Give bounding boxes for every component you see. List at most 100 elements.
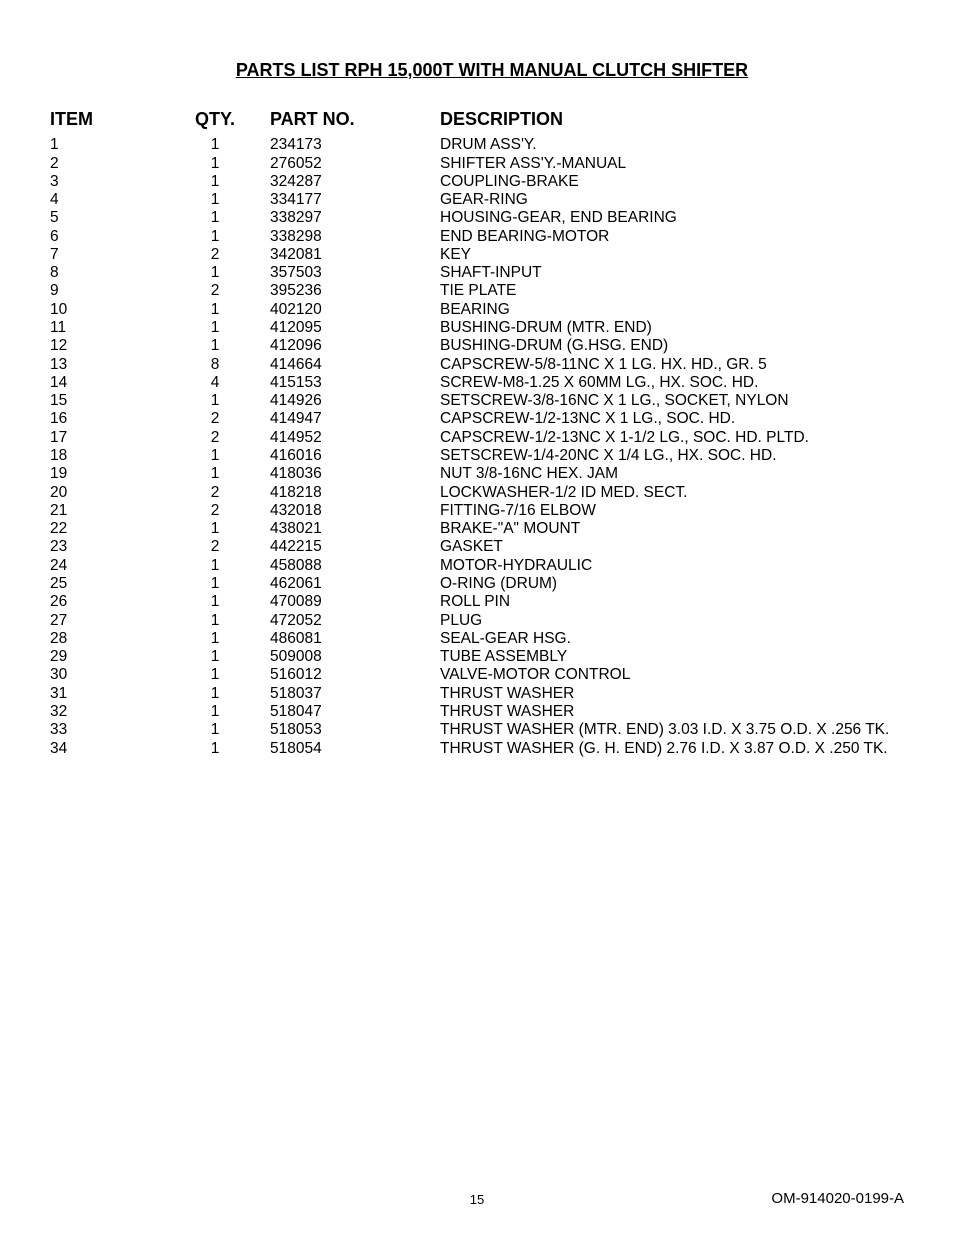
table-row: 21276052SHIFTER ASS'Y.-MANUAL [50, 155, 934, 173]
cell-desc: SHIFTER ASS'Y.-MANUAL [440, 155, 934, 173]
cell-item: 22 [50, 520, 160, 538]
table-row: 181416016SETSCREW-1/4-20NC X 1/4 LG., HX… [50, 447, 934, 465]
cell-qty: 1 [160, 630, 270, 648]
cell-part: 470089 [270, 593, 440, 611]
cell-item: 18 [50, 447, 160, 465]
cell-part: 357503 [270, 264, 440, 282]
cell-qty: 2 [160, 246, 270, 264]
table-row: 31324287COUPLING-BRAKE [50, 173, 934, 191]
cell-part: 414664 [270, 356, 440, 374]
cell-desc: KEY [440, 246, 934, 264]
cell-item: 3 [50, 173, 160, 191]
cell-desc: SEAL-GEAR HSG. [440, 630, 934, 648]
cell-part: 486081 [270, 630, 440, 648]
cell-part: 395236 [270, 282, 440, 300]
cell-desc: END BEARING-MOTOR [440, 228, 934, 246]
cell-desc: LOCKWASHER-1/2 ID MED. SECT. [440, 484, 934, 502]
cell-qty: 2 [160, 538, 270, 556]
table-row: 162414947CAPSCREW-1/2-13NC X 1 LG., SOC.… [50, 410, 934, 428]
cell-item: 4 [50, 191, 160, 209]
cell-desc: BUSHING-DRUM (MTR. END) [440, 319, 934, 337]
cell-item: 16 [50, 410, 160, 428]
table-row: 92395236TIE PLATE [50, 282, 934, 300]
table-row: 121412096BUSHING-DRUM (G.HSG. END) [50, 337, 934, 355]
cell-item: 29 [50, 648, 160, 666]
cell-part: 338298 [270, 228, 440, 246]
cell-desc: CAPSCREW-1/2-13NC X 1-1/2 LG., SOC. HD. … [440, 429, 934, 447]
cell-part: 412095 [270, 319, 440, 337]
cell-part: 472052 [270, 612, 440, 630]
cell-part: 442215 [270, 538, 440, 556]
cell-desc: BRAKE-"A" MOUNT [440, 520, 934, 538]
table-row: 251462061O-RING (DRUM) [50, 575, 934, 593]
cell-qty: 4 [160, 374, 270, 392]
cell-desc: COUPLING-BRAKE [440, 173, 934, 191]
cell-part: 438021 [270, 520, 440, 538]
cell-desc: THRUST WASHER [440, 703, 934, 721]
cell-qty: 1 [160, 447, 270, 465]
cell-part: 518054 [270, 740, 440, 758]
cell-item: 23 [50, 538, 160, 556]
cell-qty: 2 [160, 282, 270, 300]
table-row: 138414664CAPSCREW-5/8-11NC X 1 LG. HX. H… [50, 356, 934, 374]
cell-item: 10 [50, 301, 160, 319]
cell-qty: 1 [160, 228, 270, 246]
cell-qty: 1 [160, 465, 270, 483]
cell-qty: 1 [160, 136, 270, 154]
cell-desc: BUSHING-DRUM (G.HSG. END) [440, 337, 934, 355]
table-row: 144415153SCREW-M8-1.25 X 60MM LG., HX. S… [50, 374, 934, 392]
cell-desc: THRUST WASHER (MTR. END) 3.03 I.D. X 3.7… [440, 721, 934, 739]
table-row: 331518053THRUST WASHER (MTR. END) 3.03 I… [50, 721, 934, 739]
cell-part: 432018 [270, 502, 440, 520]
table-row: 81357503SHAFT-INPUT [50, 264, 934, 282]
cell-part: 402120 [270, 301, 440, 319]
cell-qty: 1 [160, 520, 270, 538]
table-header-row: ITEM QTY. PART NO. DESCRIPTION [50, 109, 934, 130]
table-row: 111412095BUSHING-DRUM (MTR. END) [50, 319, 934, 337]
cell-desc: MOTOR-HYDRAULIC [440, 557, 934, 575]
table-row: 61338298END BEARING-MOTOR [50, 228, 934, 246]
cell-qty: 1 [160, 721, 270, 739]
page-title: PARTS LIST RPH 15,000T WITH MANUAL CLUTC… [50, 60, 934, 81]
cell-qty: 2 [160, 502, 270, 520]
cell-qty: 1 [160, 173, 270, 191]
table-row: 321518047THRUST WASHER [50, 703, 934, 721]
cell-desc: THRUST WASHER (G. H. END) 2.76 I.D. X 3.… [440, 740, 934, 758]
cell-qty: 1 [160, 703, 270, 721]
table-row: 51338297HOUSING-GEAR, END BEARING [50, 209, 934, 227]
cell-item: 27 [50, 612, 160, 630]
cell-item: 33 [50, 721, 160, 739]
cell-item: 34 [50, 740, 160, 758]
cell-desc: THRUST WASHER [440, 685, 934, 703]
cell-item: 7 [50, 246, 160, 264]
cell-item: 2 [50, 155, 160, 173]
cell-qty: 1 [160, 666, 270, 684]
cell-part: 415153 [270, 374, 440, 392]
cell-desc: CAPSCREW-1/2-13NC X 1 LG., SOC. HD. [440, 410, 934, 428]
cell-item: 9 [50, 282, 160, 300]
cell-desc: BEARING [440, 301, 934, 319]
cell-item: 14 [50, 374, 160, 392]
header-qty: QTY. [160, 109, 270, 130]
cell-desc: TIE PLATE [440, 282, 934, 300]
table-row: 202418218LOCKWASHER-1/2 ID MED. SECT. [50, 484, 934, 502]
cell-qty: 2 [160, 410, 270, 428]
cell-item: 28 [50, 630, 160, 648]
table-row: 172414952CAPSCREW-1/2-13NC X 1-1/2 LG., … [50, 429, 934, 447]
cell-part: 414926 [270, 392, 440, 410]
cell-part: 418036 [270, 465, 440, 483]
cell-part: 342081 [270, 246, 440, 264]
cell-part: 518053 [270, 721, 440, 739]
cell-qty: 1 [160, 155, 270, 173]
cell-part: 234173 [270, 136, 440, 154]
cell-part: 462061 [270, 575, 440, 593]
table-row: 212432018FITTING-7/16 ELBOW [50, 502, 934, 520]
cell-qty: 1 [160, 319, 270, 337]
cell-desc: NUT 3/8-16NC HEX. JAM [440, 465, 934, 483]
cell-part: 414947 [270, 410, 440, 428]
cell-part: 412096 [270, 337, 440, 355]
table-row: 72342081KEY [50, 246, 934, 264]
cell-part: 516012 [270, 666, 440, 684]
parts-table: ITEM QTY. PART NO. DESCRIPTION 11234173D… [50, 109, 934, 758]
cell-item: 32 [50, 703, 160, 721]
